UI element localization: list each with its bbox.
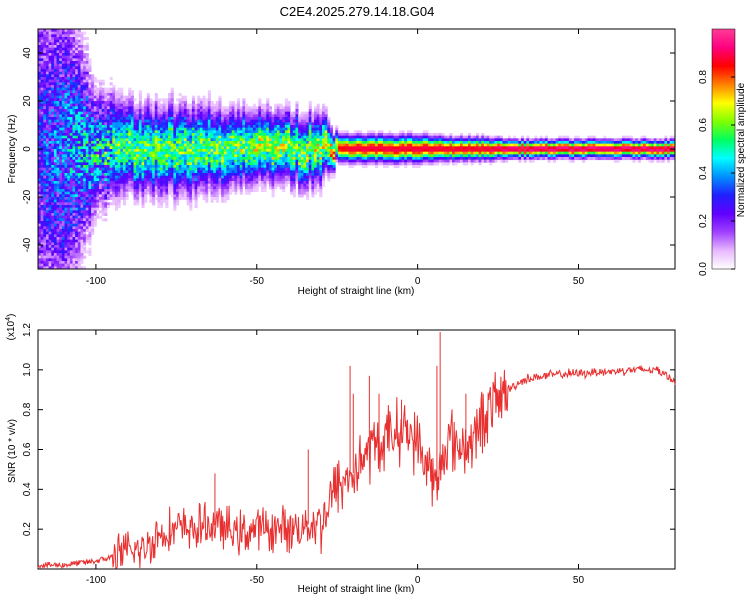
spectrogram-y-ticks: -40 -20 0 20 40: [22, 47, 675, 252]
snr-y-ticks: 0.2 0.4 0.6 0.8 1.0 1.2: [22, 323, 675, 536]
colorbar-tick-label: 0.8: [698, 70, 709, 84]
spectrogram-y-tick-label: -20: [22, 189, 33, 204]
snr-x-tick-label: 50: [573, 575, 585, 586]
snr-x-tick-label: -50: [250, 575, 265, 586]
snr-panel: -100 -50 0 50 0.2 0.4 0.6 0.8 1.0 1.2 Height of …: [5, 314, 676, 595]
snr-spikes: [214, 331, 467, 526]
spectrogram-y-tick-label: 40: [22, 47, 33, 59]
spectrogram-y-tick-label: 20: [22, 95, 33, 107]
snr-y-tick-label: 0.2: [22, 522, 33, 536]
spectrogram-y-tick-label: 0: [22, 146, 33, 152]
snr-x-label: Height of straight line (km): [298, 584, 415, 595]
colorbar-tick-label: 0.4: [698, 166, 709, 180]
figure-title: C2E4.2025.279.14.18.G04: [280, 4, 435, 19]
spectrogram-x-tick-label: 0: [415, 276, 421, 287]
snr-series-line: [37, 365, 676, 570]
snr-y-tick-label: 1.0: [22, 362, 33, 376]
snr-y-label: SNR (10 * v/v): [7, 419, 18, 483]
spectrogram-x-ticks: -100 -50 0 50: [86, 29, 585, 287]
colorbar-bar: [711, 28, 736, 270]
spectrogram-x-tick-label: -100: [86, 276, 106, 287]
spectrogram-panel: -100 -50 0 50 -40 -20 0 20 40 Height of straigh…: [7, 28, 676, 297]
snr-y-tick-label: 1.2: [22, 323, 33, 337]
colorbar-tick-label: 0.6: [698, 118, 709, 132]
colorbar-label: Normalized spectral amplitude: [736, 82, 747, 217]
colorbar-gradient: [711, 28, 736, 270]
spectrogram-x-label: Height of straight line (km): [298, 286, 415, 297]
snr-multiplier-exponent: 4: [5, 317, 12, 321]
snr-frame: [37, 329, 676, 570]
snr-y-tick-label: 0.6: [22, 442, 33, 456]
snr-x-tick-label: -100: [86, 575, 106, 586]
colorbar: 0.0 0.2 0.4 0.6 0.8 Normalized spectral ampl…: [698, 28, 747, 276]
spectrogram-y-label: Frequency (Hz): [7, 115, 18, 184]
snr-x-ticks: -100 -50 0 50: [86, 330, 585, 586]
snr-multiplier: (x104): [5, 314, 17, 341]
snr-y-tick-label: 0.8: [22, 402, 33, 416]
spectrogram-y-tick-label: -40: [22, 237, 33, 252]
snr-multiplier-close: ): [6, 314, 17, 317]
snr-y-tick-label: 0.4: [22, 482, 33, 496]
colorbar-ticks: 0.0 0.2 0.4 0.6 0.8: [698, 70, 735, 276]
colorbar-tick-label: 0.2: [698, 214, 709, 228]
spectrogram-x-tick-label: 50: [573, 276, 585, 287]
snr-x-tick-label: 0: [415, 575, 421, 586]
spectrogram-x-tick-label: -50: [250, 276, 265, 287]
spectrogram-image: [38, 29, 675, 269]
colorbar-tick-label: 0.0: [698, 262, 709, 276]
snr-multiplier-base: (x10: [6, 320, 17, 340]
